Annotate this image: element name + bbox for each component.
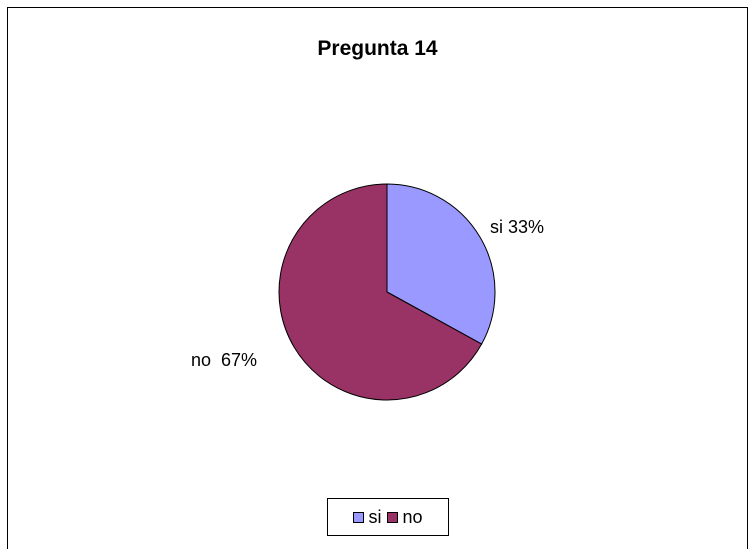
legend-item-si: si (353, 507, 381, 528)
legend-label-no: no (402, 506, 423, 527)
pie-slice-no (278, 183, 483, 401)
legend-swatch-no (387, 511, 399, 523)
legend: si no (327, 498, 449, 536)
legend-item-no: no (387, 506, 423, 528)
chart-title: Pregunta 14 (317, 37, 438, 60)
data-label-si: si 33% (490, 217, 545, 237)
pie-slice-si (386, 183, 496, 345)
legend-label-si: si (368, 506, 382, 527)
legend-swatch-si (353, 511, 365, 523)
data-label-no: no 67% (191, 350, 258, 370)
